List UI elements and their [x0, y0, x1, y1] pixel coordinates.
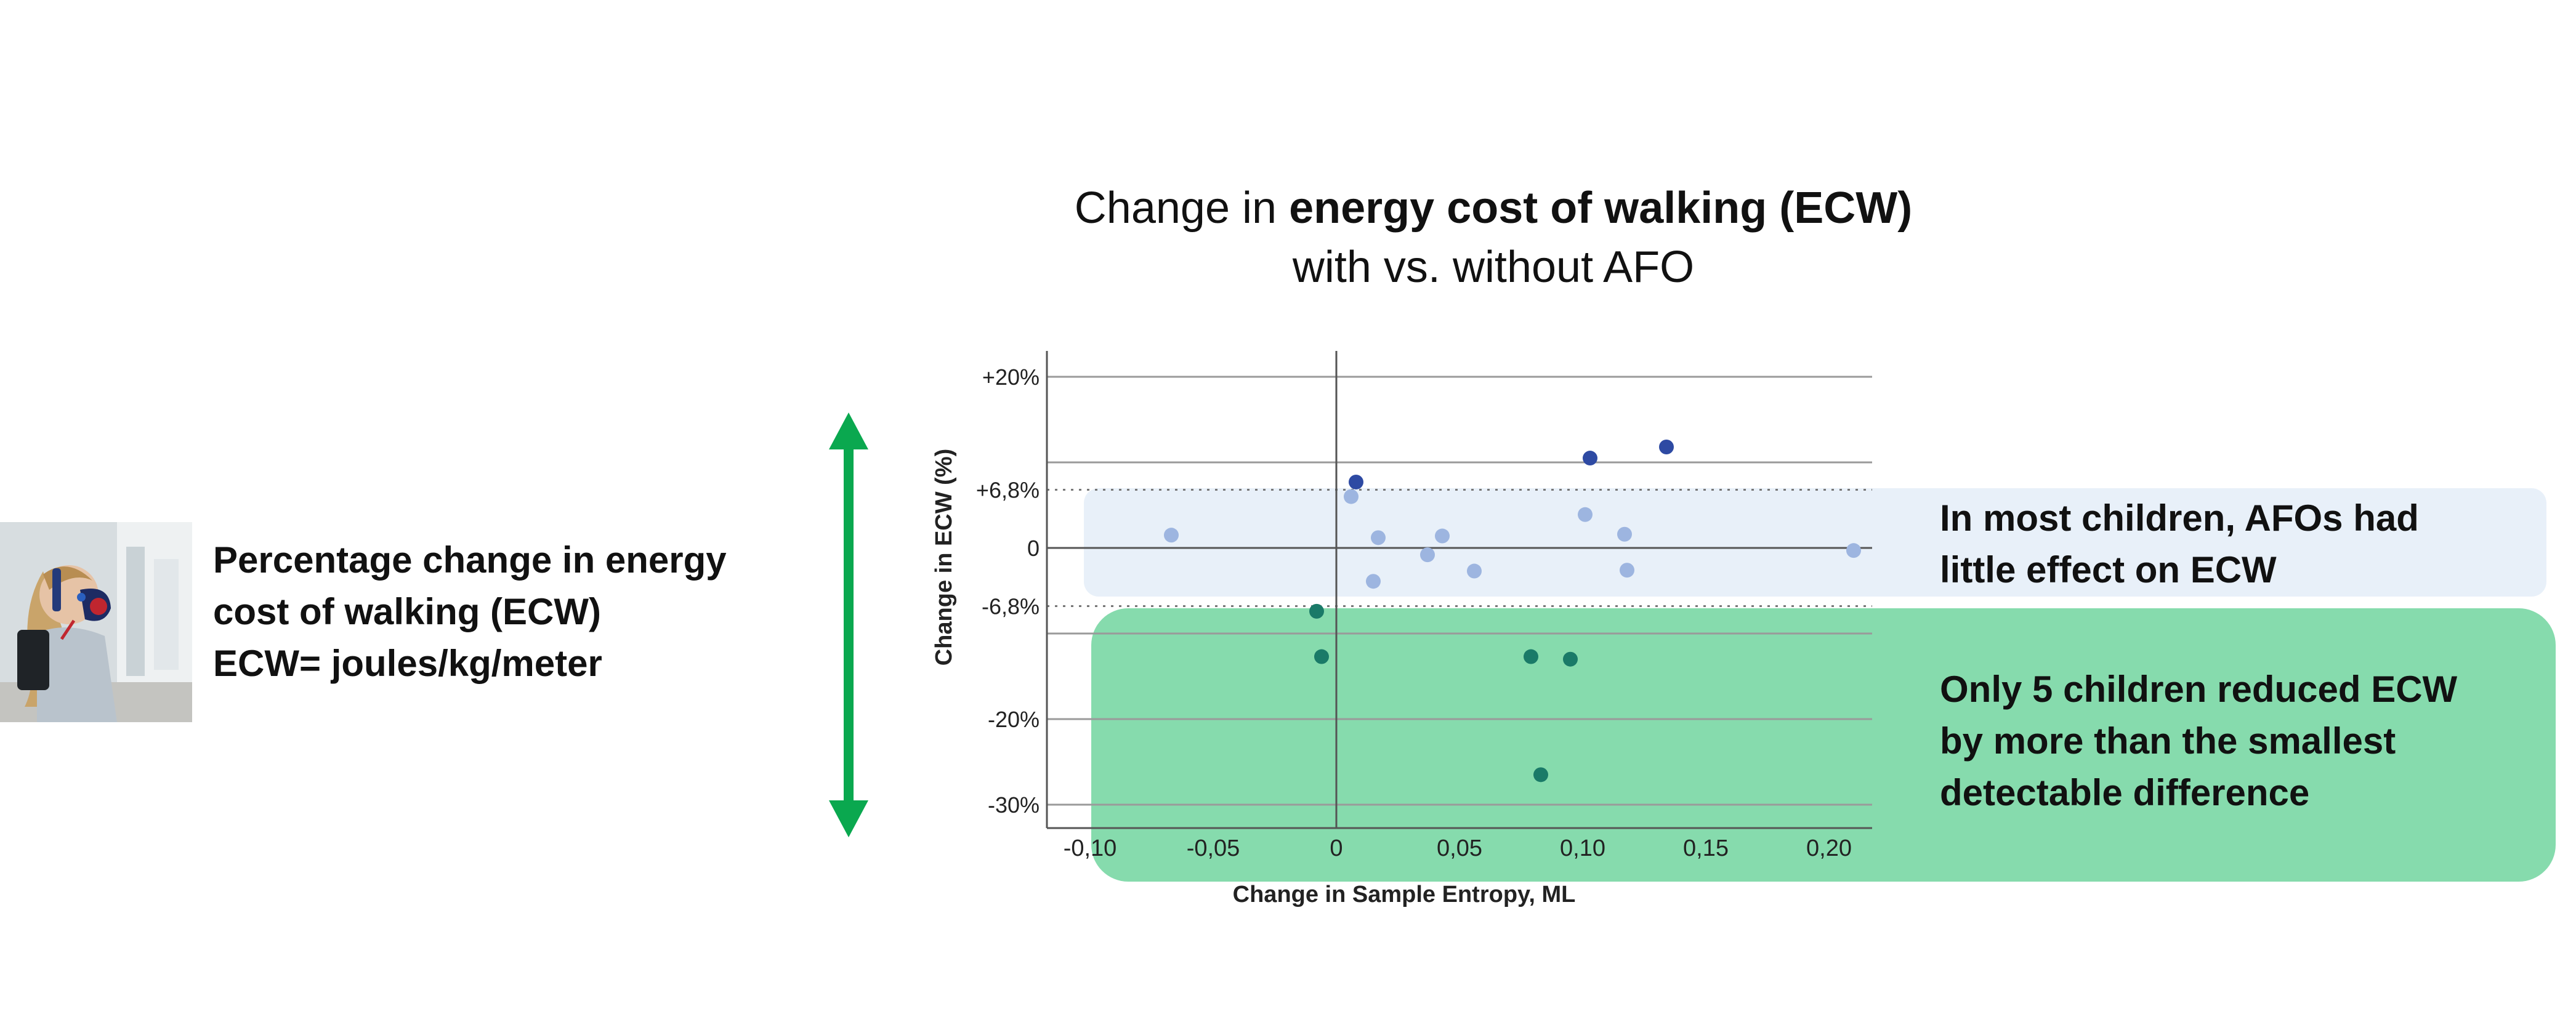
- data-point-13: [1659, 439, 1674, 454]
- chart-points: [1164, 439, 1861, 783]
- child-with-mask-photo: [0, 522, 192, 722]
- data-point-10: [1846, 543, 1861, 558]
- chart-title: Change in energy cost of walking (ECW) w…: [924, 179, 2063, 297]
- data-point-9: [1620, 563, 1634, 578]
- y-tick-label-3: -6,8%: [982, 594, 1040, 619]
- callout-reduced-ecw-line-2: by more than the smallest: [1940, 720, 2396, 762]
- callout-reduced-ecw: Only 5 children reduced ECW by more than…: [1940, 664, 2457, 819]
- no-effect-band: [1084, 488, 2546, 597]
- callout-reduced-ecw-line-1: Only 5 children reduced ECW: [1940, 669, 2458, 710]
- callout-little-effect-line-1: In most children, AFOs had: [1940, 497, 2419, 539]
- ecw-description: Percentage change in energy cost of walk…: [213, 534, 817, 690]
- reduced-ecw-band: [1091, 608, 2556, 882]
- data-point-12: [1583, 451, 1597, 466]
- chart-axes: [1046, 351, 1872, 829]
- data-point-6: [1467, 563, 1482, 579]
- callout-reduced-ecw-line-3: detectable difference: [1940, 772, 2310, 813]
- chart-title-prefix: Change in: [1074, 183, 1290, 233]
- y-tick-label-4: -20%: [988, 707, 1040, 732]
- ecw-description-line-3: ECW= joules/kg/meter: [213, 643, 602, 684]
- callout-little-effect: In most children, AFOs had little effect…: [1940, 493, 2419, 596]
- data-point-17: [1563, 651, 1578, 667]
- data-point-18: [1533, 767, 1548, 783]
- x-tick-label-6: 0,20: [1806, 835, 1852, 861]
- y-tick-label-0: +20%: [982, 364, 1040, 390]
- x-tick-label-3: 0,05: [1437, 835, 1482, 861]
- data-point-0: [1164, 528, 1179, 543]
- data-point-16: [1524, 649, 1538, 664]
- data-point-14: [1309, 603, 1324, 619]
- y-tick-label-5: -30%: [988, 792, 1040, 818]
- data-point-2: [1371, 530, 1386, 545]
- child-with-mask-illustration: [0, 522, 192, 722]
- chart-title-line-2: with vs. without AFO: [1292, 243, 1695, 292]
- data-point-5: [1435, 528, 1450, 544]
- ecw-description-line-2: cost of walking (ECW): [213, 591, 601, 632]
- callout-little-effect-line-2: little effect on ECW: [1940, 549, 2277, 590]
- chart-gridlines: [1047, 376, 1872, 806]
- data-point-8: [1617, 526, 1632, 542]
- double-arrow-icon: [829, 412, 868, 837]
- data-point-15: [1314, 649, 1329, 664]
- y-tick-label-2: 0: [1027, 536, 1040, 561]
- x-tick-label-2: 0: [1330, 835, 1343, 861]
- y-tick-label-1: +6,8%: [976, 477, 1040, 502]
- data-point-11: [1349, 474, 1363, 489]
- data-point-4: [1420, 547, 1435, 563]
- chart-title-bold: energy cost of walking (ECW): [1289, 183, 1913, 233]
- ecw-description-line-1: Percentage change in energy: [213, 539, 727, 581]
- x-tick-label-0: -0,10: [1064, 835, 1117, 861]
- x-axis-label: Change in Sample Entropy, ML: [1233, 882, 1576, 907]
- data-point-3: [1366, 574, 1381, 589]
- data-point-7: [1578, 507, 1593, 522]
- y-axis-label: Change in ECW (%): [931, 449, 957, 666]
- data-point-1: [1344, 489, 1359, 504]
- chart-title-line-1: Change in energy cost of walking (ECW): [924, 179, 2063, 238]
- x-tick-label-1: -0,05: [1187, 835, 1240, 861]
- chart-tick-labels: +20% +6,8% 0 -6,8% -20% -30% -0,10 -0,05 0 0,05 0,…: [976, 364, 1852, 861]
- x-tick-label-5: 0,15: [1683, 835, 1729, 861]
- x-tick-label-4: 0,10: [1560, 835, 1605, 861]
